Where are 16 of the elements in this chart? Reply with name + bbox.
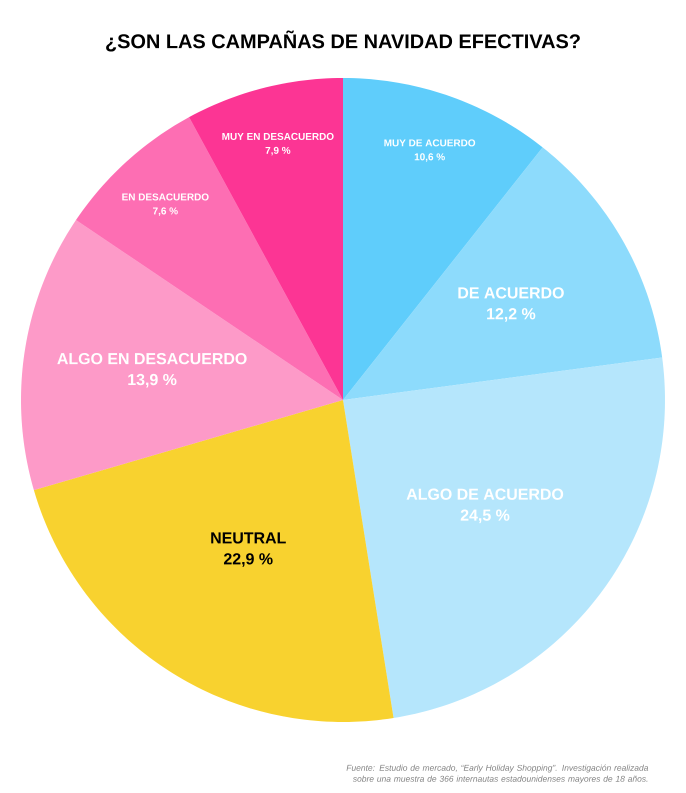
- data-label: 24,5 %: [460, 509, 510, 524]
- chart-title: ¿SON LAS CAMPAÑAS DE NAVIDAD EFECTIVAS?: [106, 30, 580, 52]
- slice-label: ALGO DE ACUERDO: [406, 488, 564, 500]
- slice-label: DE ACUERDO: [458, 287, 564, 298]
- data-label: 10,6 %: [414, 153, 445, 162]
- slice-label: MUY EN DESACUERDO: [222, 132, 334, 140]
- slice-label: MUY DE ACUERDO: [384, 139, 476, 146]
- data-label: 13,9 %: [128, 374, 176, 388]
- data-label: 22,9 %: [224, 553, 273, 567]
- slice-label: ALGO EN DESACUERDO: [57, 353, 247, 364]
- slice-label: NEUTRAL: [211, 532, 286, 544]
- source-note: Fuente: Estudio de mercado, “Early Holiday Shopping”. Investigación realizada sobre una muestra de 366 internautas estadounidenses mayores de 18 años.: [346, 764, 648, 784]
- slice-label: EN DESACUERDO: [122, 193, 209, 200]
- data-label: 7,9 %: [266, 146, 290, 156]
- data-label: 12,2 %: [487, 308, 536, 322]
- data-label: 7,6 %: [153, 207, 178, 216]
